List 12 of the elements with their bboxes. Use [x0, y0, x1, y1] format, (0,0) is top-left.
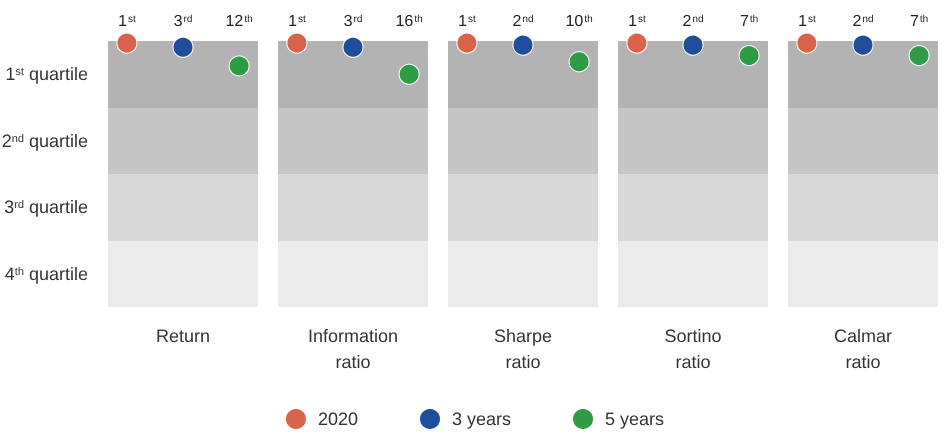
text: 4$^{th}$ quartile — [4, 262, 88, 285]
legend-label: 5 years — [605, 409, 664, 429]
category-label: Sortino ratio — [664, 326, 722, 372]
category-label: Information ratio — [308, 326, 398, 372]
category-label: Return — [156, 326, 210, 346]
legend-label: 2020 — [318, 409, 358, 429]
legend-label: 3 years — [452, 409, 512, 429]
category-label: Sharpe ratio — [494, 326, 552, 372]
text: 3$^{rd}$ quartile — [3, 196, 88, 218]
text: 2$^{nd}$ quartile — [0, 130, 88, 152]
text: 1$^{st}$ quartile — [4, 63, 88, 86]
category-label: Calmar ratio — [834, 326, 892, 372]
